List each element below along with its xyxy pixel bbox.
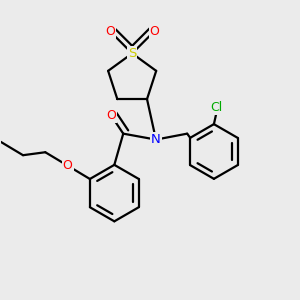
Text: O: O: [63, 159, 73, 172]
Text: O: O: [106, 109, 116, 122]
Text: O: O: [149, 25, 159, 38]
Text: Cl: Cl: [211, 101, 223, 114]
Text: N: N: [151, 133, 161, 146]
Text: S: S: [128, 47, 136, 60]
Text: O: O: [105, 25, 115, 38]
